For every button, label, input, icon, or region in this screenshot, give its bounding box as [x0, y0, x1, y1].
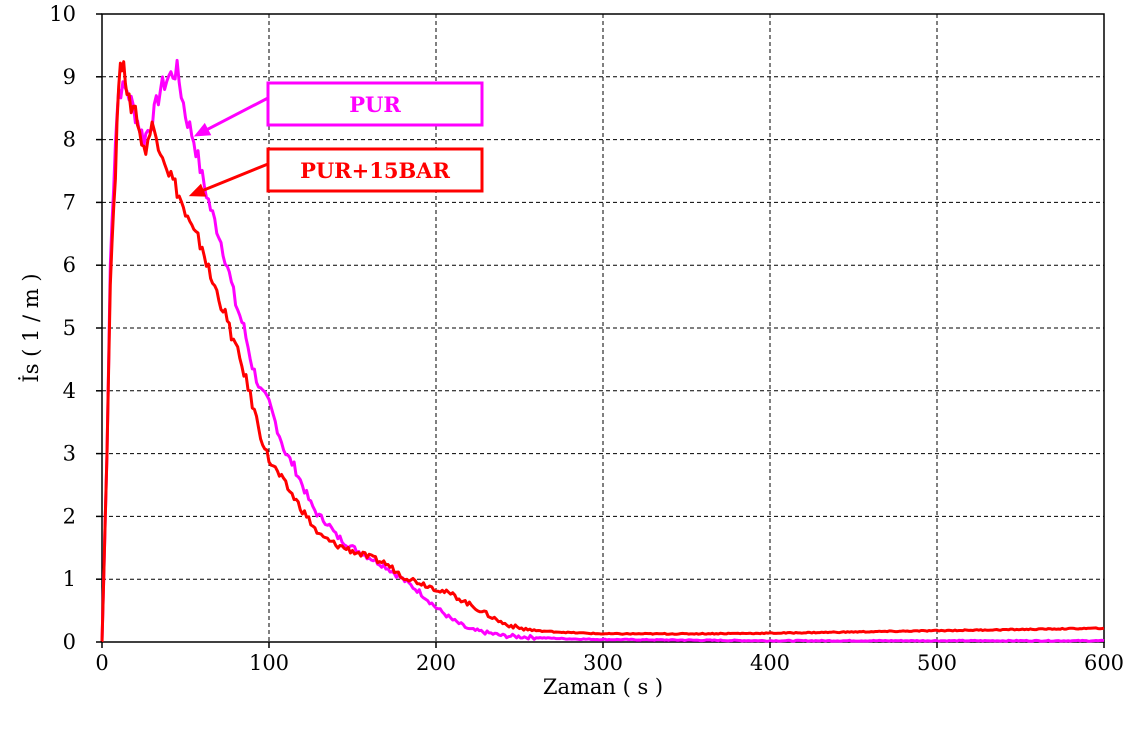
y-tick-label: 5 [63, 316, 76, 340]
series-layer [100, 58, 1105, 643]
x-tick-label: 300 [583, 651, 623, 675]
annotation-pur-arrowhead [193, 122, 212, 137]
y-tick-label: 6 [63, 253, 76, 277]
annotation-pur-15bar-label: PUR+15BAR [300, 158, 450, 183]
y-tick-label: 8 [63, 128, 76, 152]
y-tick-label: 3 [63, 442, 76, 466]
annotation-pur-box [266, 81, 484, 127]
x-tick-label: 400 [750, 651, 790, 675]
grid-lines [102, 14, 1104, 642]
y-tick-label: 9 [63, 65, 76, 89]
y-tick-label: 4 [63, 379, 76, 403]
annotation-pur-arrow [203, 96, 269, 133]
y-tick-label: 0 [63, 630, 76, 654]
x-tick-label: 0 [95, 651, 108, 675]
x-tick-label: 100 [249, 651, 289, 675]
series-line-pur-15bar [100, 60, 1105, 643]
y-tick-label: 10 [49, 2, 76, 26]
x-axis-ticks: 0 100 200 300 400 500 600 [95, 642, 1124, 675]
annotation-pur-15bar-arrow [199, 162, 269, 193]
annotation-pur-15bar: PUR+15BAR [188, 147, 484, 197]
x-tick-label: 500 [917, 651, 957, 675]
y-tick-label: 7 [63, 190, 76, 214]
annotation-pur-15bar-box [266, 147, 484, 193]
y-tick-label: 1 [63, 567, 76, 591]
x-tick-label: 600 [1084, 651, 1124, 675]
y-axis-title: İs ( 1 / m ) [19, 273, 43, 382]
x-axis-title: Zaman ( s ) [543, 675, 663, 699]
y-axis-ticks: 0 1 2 3 4 5 6 7 8 9 10 [49, 2, 102, 654]
x-tick-label: 200 [416, 651, 456, 675]
annotation-pur-15bar-arrowhead [188, 183, 207, 197]
y-tick-label: 2 [63, 504, 76, 528]
annotation-pur: PUR [193, 81, 484, 137]
annotation-pur-label: PUR [349, 92, 401, 117]
series-line-pur [100, 58, 1105, 643]
